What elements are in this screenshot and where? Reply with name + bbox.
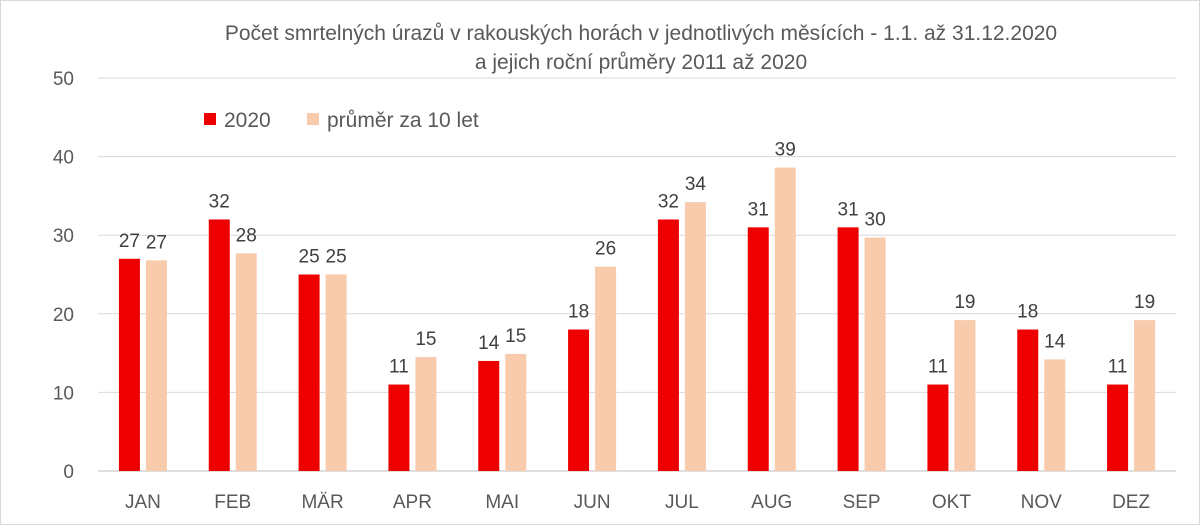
bar-series-average — [595, 266, 617, 471]
x-tick-label: MÄR — [301, 492, 343, 513]
data-label: 15 — [505, 326, 526, 347]
legend-swatch — [307, 113, 319, 125]
data-label: 25 — [326, 247, 347, 268]
bar-series-2020 — [298, 274, 320, 471]
bar-series-average — [145, 260, 167, 471]
bar-series-average — [1134, 320, 1156, 471]
x-axis: JAN FEB MÄR APR MAI JUN JUL AUG SEP OKT NOV DEZ — [125, 492, 1151, 513]
legend: 2020 průměr za 10 let — [204, 109, 479, 132]
bar-series-average — [505, 353, 527, 471]
data-label: 19 — [1134, 292, 1155, 313]
bar-series-2020 — [1107, 384, 1129, 471]
data-label: 30 — [865, 210, 886, 231]
data-label: 25 — [299, 247, 320, 268]
legend-label: 2020 — [224, 109, 271, 132]
bar-series-average — [954, 320, 976, 471]
x-tick-label: JUL — [665, 492, 699, 513]
data-label: 34 — [685, 174, 707, 195]
x-tick-label: OKT — [932, 492, 971, 513]
bar-series-2020 — [927, 384, 949, 471]
data-label: 11 — [928, 357, 948, 378]
y-tick-label: 0 — [63, 462, 74, 483]
data-label: 19 — [954, 292, 975, 313]
x-tick-label: APR — [393, 492, 432, 513]
legend-label: průměr za 10 let — [327, 109, 479, 132]
y-tick-label: 20 — [53, 305, 74, 326]
data-label: 28 — [236, 225, 257, 246]
chart-title: Počet smrtelných úrazů v rakouských horá… — [225, 22, 1057, 45]
x-tick-label: DEZ — [1112, 492, 1150, 513]
chart-subtitle: a jejich roční průměry 2011 až 2020 — [475, 51, 807, 74]
data-label: 15 — [415, 329, 436, 350]
data-label: 11 — [1108, 357, 1128, 378]
data-label: 32 — [209, 191, 230, 212]
bars — [118, 167, 1156, 472]
x-tick-label: NOV — [1021, 492, 1063, 513]
bar-series-2020 — [837, 227, 859, 471]
y-tick-label: 30 — [53, 226, 74, 247]
bar-series-average — [864, 237, 886, 471]
data-label: 39 — [775, 140, 796, 161]
bar-series-average — [325, 274, 347, 471]
data-label: 18 — [568, 302, 589, 323]
x-tick-label: MAI — [485, 492, 519, 513]
data-label: 27 — [146, 232, 167, 253]
legend-swatch — [204, 113, 216, 125]
y-tick-label: 10 — [53, 383, 74, 404]
bar-series-2020 — [657, 219, 679, 471]
bar-series-2020 — [478, 360, 500, 471]
bar-series-2020 — [208, 219, 230, 471]
x-tick-label: JAN — [125, 492, 161, 513]
data-label: 11 — [389, 357, 409, 378]
data-label: 31 — [748, 199, 769, 220]
bar-series-2020 — [568, 329, 590, 471]
x-tick-label: JUN — [574, 492, 611, 513]
data-label: 18 — [1017, 302, 1038, 323]
data-label: 32 — [658, 191, 679, 212]
bar-series-average — [415, 357, 437, 471]
y-axis: 0 10 20 30 40 50 — [53, 69, 74, 483]
y-tick-label: 40 — [53, 148, 74, 169]
x-tick-label: FEB — [214, 492, 251, 513]
bar-series-2020 — [118, 258, 140, 471]
data-label: 14 — [1044, 331, 1066, 352]
bar-series-average — [235, 253, 257, 471]
bar-series-average — [1044, 359, 1066, 471]
data-label: 31 — [838, 199, 859, 220]
bar-series-2020 — [1017, 329, 1039, 471]
x-tick-label: AUG — [751, 492, 792, 513]
bar-series-average — [684, 202, 706, 472]
data-label: 14 — [478, 333, 500, 354]
data-label: 26 — [595, 239, 616, 260]
y-tick-label: 50 — [53, 69, 74, 90]
gridlines — [98, 77, 1176, 472]
bar-series-2020 — [388, 384, 410, 471]
bar-series-average — [774, 167, 796, 471]
data-label: 27 — [119, 231, 140, 252]
x-tick-label: SEP — [843, 492, 881, 513]
bar-series-2020 — [747, 227, 769, 471]
